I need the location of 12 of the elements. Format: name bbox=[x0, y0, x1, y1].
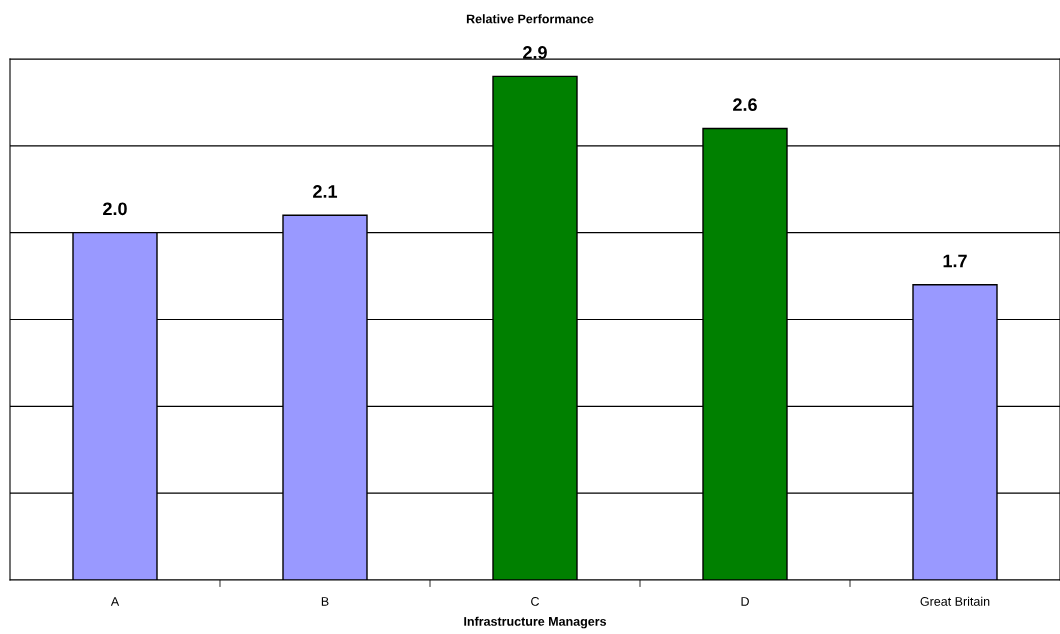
data-label: 2.0 bbox=[103, 202, 127, 216]
data-label: 1.7 bbox=[943, 254, 967, 268]
x-tick-label: D bbox=[741, 597, 749, 606]
x-axis-title: Infrastructure Managers bbox=[464, 616, 607, 629]
x-tick-label: C bbox=[531, 597, 540, 606]
x-tick-label: A bbox=[110, 597, 120, 606]
data-label: 2.1 bbox=[313, 185, 338, 198]
data-label: 2.6 bbox=[733, 98, 757, 112]
data-label: 2.9 bbox=[523, 46, 547, 59]
x-tick-label: B bbox=[321, 597, 329, 606]
x-tick-label: Great Britain bbox=[920, 596, 990, 606]
chart-title: Relative Performance bbox=[466, 14, 594, 24]
